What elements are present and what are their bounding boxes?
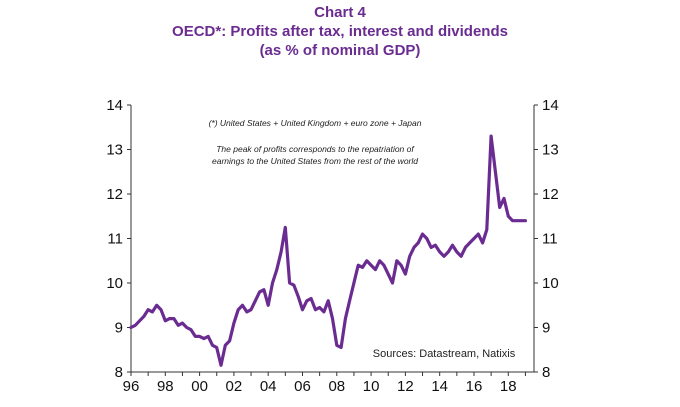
y-tick-left-label: 11 — [107, 231, 123, 248]
x-tick-label: 96 — [123, 378, 140, 395]
x-tick-label: 00 — [191, 378, 208, 395]
x-tick-label: 98 — [157, 378, 174, 395]
chart-title-block: Chart 4 OECD*: Profits after tax, intere… — [0, 3, 680, 60]
x-tick-label: 10 — [363, 378, 380, 395]
y-tick-left-label: 14 — [106, 97, 123, 114]
x-tick-label: 06 — [294, 378, 311, 395]
y-tick-right-label: 14 — [542, 97, 559, 114]
y-tick-left-label: 8 — [115, 364, 123, 381]
x-tick-label: 18 — [500, 378, 517, 395]
y-tick-right-label: 11 — [542, 231, 558, 248]
y-tick-left-label: 10 — [106, 275, 123, 292]
y-tick-right-label: 13 — [542, 142, 559, 159]
x-tick-label: 04 — [260, 378, 277, 395]
chart-subtitle-line2: (as % of nominal GDP) — [259, 42, 421, 59]
chart-series — [129, 134, 528, 367]
peak-note-line2: earnings to the United States from the r… — [212, 156, 418, 166]
x-tick-label: 12 — [397, 378, 414, 395]
chart-subtitle-line1: OECD*: Profits after tax, interest and d… — [172, 23, 508, 40]
chart-ticks: 8 9 10 11 12 13 14 8 9 10 11 12 13 14 96 98 00 02 04 06 08 10… — [106, 97, 558, 395]
peak-note-line1: The peak of profits corresponds to the r… — [216, 144, 415, 154]
footnote-text: (*) United States + United Kingdom + eur… — [209, 118, 422, 128]
y-tick-left-label: 12 — [106, 186, 123, 203]
x-tick-label: 16 — [466, 378, 483, 395]
y-tick-left-label: 9 — [115, 320, 123, 337]
y-tick-left-label: 13 — [106, 142, 123, 159]
x-tick-label: 14 — [431, 378, 448, 395]
x-tick-label: 08 — [328, 378, 345, 395]
y-tick-right-label: 10 — [542, 275, 559, 292]
x-tick-label: 02 — [226, 378, 243, 395]
series-line-oecd-profits — [129, 134, 528, 367]
source-text: Sources: Datastream, Natixis — [373, 348, 516, 360]
chart-title: Chart 4 — [314, 4, 366, 21]
y-tick-right-label: 8 — [542, 364, 550, 381]
y-tick-right-label: 9 — [542, 320, 550, 337]
y-tick-right-label: 12 — [542, 186, 559, 203]
